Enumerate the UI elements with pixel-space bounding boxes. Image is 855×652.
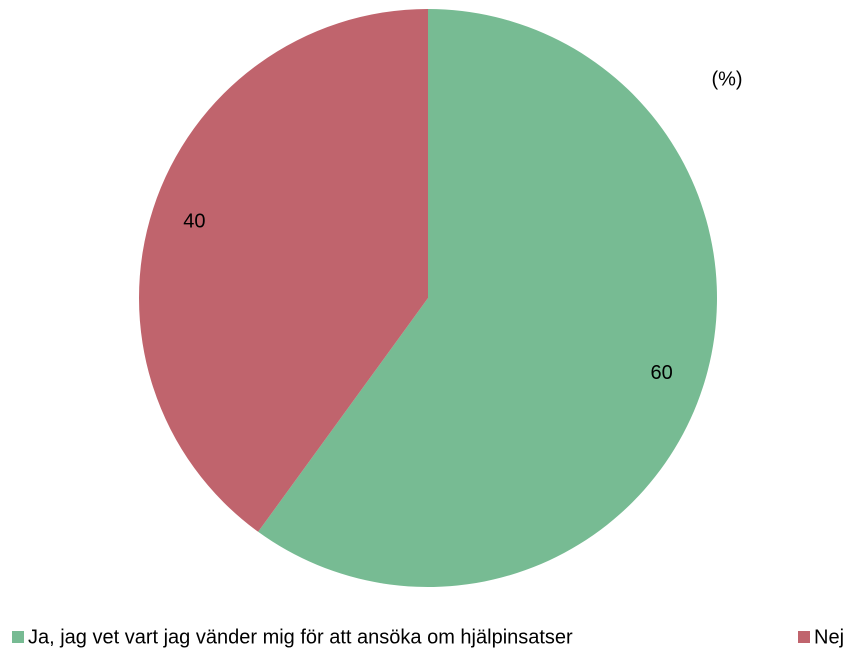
- pie-slice: [138, 9, 428, 532]
- data-label: 60: [651, 362, 673, 384]
- legend-swatch: [12, 631, 24, 643]
- legend-label: Ja, jag vet vart jag vänder mig för att …: [28, 626, 573, 648]
- legend-swatch: [798, 631, 810, 643]
- unit-annotation: (%): [711, 68, 742, 90]
- pie-slice: [258, 9, 717, 587]
- legend-label: Nej: [814, 626, 844, 648]
- data-label: 40: [183, 210, 205, 232]
